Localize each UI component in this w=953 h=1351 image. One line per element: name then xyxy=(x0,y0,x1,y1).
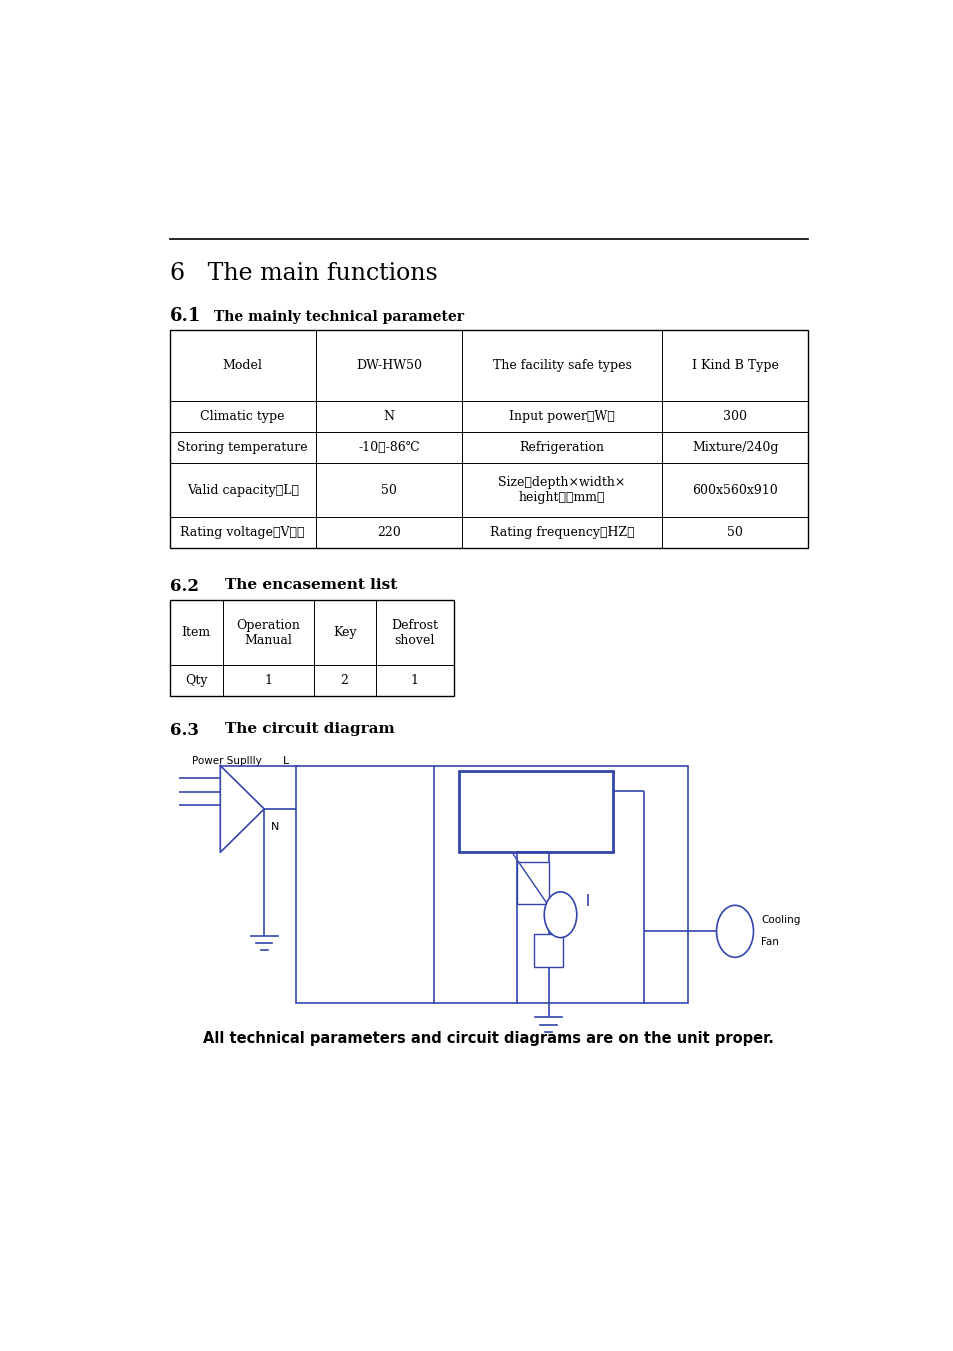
Bar xyxy=(170,600,454,696)
Text: Climatic type: Climatic type xyxy=(200,409,285,423)
Text: The encasement list: The encasement list xyxy=(225,578,396,592)
Text: N: N xyxy=(271,821,278,832)
Text: Fan: Fan xyxy=(760,936,778,947)
Text: 220: 220 xyxy=(376,527,400,539)
Bar xyxy=(170,330,807,549)
Text: Key: Key xyxy=(333,627,356,639)
Text: Valid capacity（L）: Valid capacity（L） xyxy=(187,484,298,497)
Text: Defrost
shovel: Defrost shovel xyxy=(391,619,437,647)
Text: 6   The main functions: 6 The main functions xyxy=(170,262,436,285)
Text: Item: Item xyxy=(182,627,211,639)
Text: 50: 50 xyxy=(381,484,396,497)
Text: Refrigeration: Refrigeration xyxy=(519,440,604,454)
Text: 600x560x910: 600x560x910 xyxy=(692,484,778,497)
Text: 6.3: 6.3 xyxy=(170,723,198,739)
Text: Controller: Controller xyxy=(506,816,564,828)
Text: 2: 2 xyxy=(340,674,348,688)
Text: 6.1: 6.1 xyxy=(170,307,201,324)
Text: Cooling: Cooling xyxy=(760,915,800,925)
Text: Thermometer: Thermometer xyxy=(556,878,627,888)
Text: N: N xyxy=(383,409,395,423)
Text: Microcomputer: Microcomputer xyxy=(491,797,579,809)
Bar xyxy=(534,934,563,967)
Text: Model: Model xyxy=(223,359,262,372)
Circle shape xyxy=(716,905,753,958)
Text: Start Relay: Start Relay xyxy=(477,946,536,955)
Text: Rating frequency（HZ）: Rating frequency（HZ） xyxy=(489,527,634,539)
Text: Storing temperature: Storing temperature xyxy=(177,440,308,454)
Text: 1: 1 xyxy=(264,674,273,688)
Text: -10～-86℃: -10～-86℃ xyxy=(358,440,419,454)
Text: M2: M2 xyxy=(726,927,742,936)
Text: All technical parameters and circuit diagrams are on the unit proper.: All technical parameters and circuit dia… xyxy=(203,1031,774,1046)
Bar xyxy=(295,766,687,1002)
Text: Mixture/240g: Mixture/240g xyxy=(691,440,778,454)
Text: DW-HW50: DW-HW50 xyxy=(355,359,421,372)
Text: 50: 50 xyxy=(726,527,742,539)
Bar xyxy=(458,770,612,852)
Text: Compressor: Compressor xyxy=(488,909,551,920)
Text: 300: 300 xyxy=(722,409,746,423)
Text: Power Supllly: Power Supllly xyxy=(192,755,261,766)
Text: Rating voltage（V～）: Rating voltage（V～） xyxy=(180,527,305,539)
Bar xyxy=(517,862,549,904)
Text: The mainly technical parameter: The mainly technical parameter xyxy=(213,309,463,324)
Text: L: L xyxy=(283,755,289,766)
Text: 6.2: 6.2 xyxy=(170,578,198,594)
Text: I Kind B Type: I Kind B Type xyxy=(691,359,778,372)
Text: Size（depth×width×
height）（mm）: Size（depth×width× height）（mm） xyxy=(497,476,625,504)
Text: Input power（W）: Input power（W） xyxy=(509,409,615,423)
Text: The facility safe types: The facility safe types xyxy=(492,359,631,372)
Text: M1: M1 xyxy=(552,909,568,920)
Text: 1: 1 xyxy=(410,674,418,688)
Text: Qty: Qty xyxy=(185,674,208,688)
Text: The circuit diagram: The circuit diagram xyxy=(225,723,395,736)
Circle shape xyxy=(543,892,577,938)
Text: Operation
Manual: Operation Manual xyxy=(236,619,300,647)
